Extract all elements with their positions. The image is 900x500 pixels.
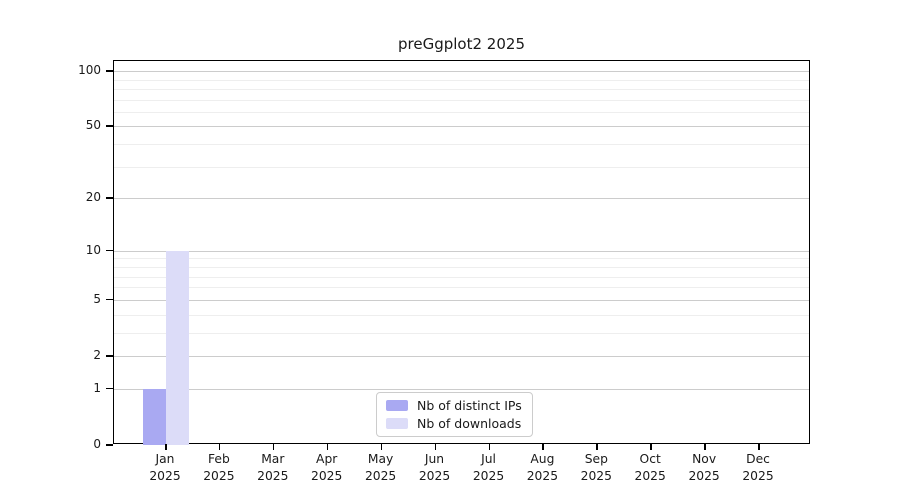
x-tick-year: 2025 [688, 469, 720, 483]
y-tick-mark-1 [106, 387, 113, 390]
gridline-minor-9 [114, 258, 809, 260]
y-tick-mark-10 [106, 249, 113, 252]
y-tick-label-10: 10 [85, 242, 101, 257]
y-tick-label-0: 0 [93, 437, 101, 451]
x-tick-year: 2025 [149, 469, 181, 483]
x-tick-mark-mar [272, 444, 275, 450]
legend-label-distinct-ips: Nb of distinct IPs [417, 398, 522, 413]
x-tick-month: Sep [584, 452, 608, 466]
gridline-major-100 [114, 71, 809, 72]
x-tick-mark-sep [596, 444, 598, 450]
gridline-minor-80 [114, 88, 809, 90]
x-tick-month: May [367, 452, 394, 466]
gridline-major-20 [114, 198, 809, 200]
gridline-minor-7 [114, 276, 809, 278]
gridline-minor-6 [114, 287, 809, 289]
x-tick-mark-aug [542, 444, 544, 450]
legend-item-downloads: Nb of downloads [386, 416, 522, 431]
x-tick-mark-jan [165, 444, 167, 450]
legend-swatch-downloads [386, 418, 408, 429]
gridline-minor-90 [114, 79, 809, 81]
chart-title: preGgplot2 2025 [398, 35, 525, 53]
y-tick-label-50: 50 [85, 118, 101, 133]
x-tick-month: Dec [746, 452, 770, 466]
x-tick-label-jul: Jul 2025 [459, 451, 519, 485]
x-tick-month: Aug [530, 452, 555, 466]
x-tick-year: 2025 [526, 469, 559, 483]
legend-item-distinct-ips: Nb of distinct IPs [386, 398, 522, 413]
plot-area: Nb of distinct IPs Nb of downloads [113, 60, 810, 445]
x-tick-mark-apr [326, 444, 329, 450]
gridline-minor-3 [114, 332, 809, 334]
x-tick-label-oct: Oct 2025 [620, 451, 680, 485]
y-tick-label-2: 2 [93, 348, 101, 362]
x-tick-year: 2025 [580, 469, 612, 483]
x-tick-year: 2025 [472, 469, 505, 483]
x-tick-month: Nov [692, 452, 717, 466]
gridline-minor-60 [114, 111, 809, 113]
legend-label-downloads: Nb of downloads [417, 416, 522, 431]
x-tick-label-apr: Apr 2025 [297, 451, 357, 485]
y-tick-mark-100 [106, 70, 113, 72]
x-tick-month: Oct [639, 452, 661, 466]
x-tick-month: Feb [208, 452, 230, 466]
x-tick-label-may: May 2025 [351, 451, 411, 485]
x-tick-year: 2025 [418, 469, 451, 483]
gridline-minor-70 [114, 99, 809, 101]
bar-distinct-ips-jan [143, 388, 166, 445]
x-tick-label-mar: Mar 2025 [243, 451, 303, 485]
x-tick-year: 2025 [634, 469, 666, 483]
gridline-major-2 [114, 356, 809, 357]
x-tick-mark-oct [650, 444, 652, 450]
gridline-major-1 [114, 388, 809, 390]
gridline-minor-40 [114, 144, 809, 146]
x-tick-mark-nov [704, 444, 706, 450]
y-tick-mark-2 [106, 355, 113, 357]
x-tick-mark-jun [434, 444, 436, 450]
x-tick-label-sep: Sep 2025 [566, 451, 626, 485]
y-tick-mark-50 [106, 125, 113, 127]
x-tick-month: Jun [424, 452, 445, 466]
y-tick-label-1: 1 [93, 380, 101, 395]
y-tick-mark-20 [106, 197, 113, 199]
x-tick-year: 2025 [257, 469, 289, 483]
x-tick-label-dec: Dec 2025 [728, 451, 788, 485]
x-tick-label-feb: Feb 2025 [189, 451, 249, 485]
x-tick-month: Mar [261, 452, 285, 466]
y-tick-label-5: 5 [93, 291, 101, 306]
x-tick-mark-jul [488, 444, 490, 450]
gridline-major-5 [114, 299, 809, 301]
x-tick-mark-feb [218, 444, 221, 450]
gridline-major-50 [114, 126, 809, 128]
x-tick-month: Jul [481, 452, 496, 466]
legend-swatch-distinct-ips [386, 400, 408, 411]
gridline-major-10 [114, 250, 809, 252]
gridline-minor-8 [114, 266, 809, 268]
legend: Nb of distinct IPs Nb of downloads [376, 392, 533, 437]
x-tick-label-nov: Nov 2025 [674, 451, 734, 485]
x-tick-year: 2025 [203, 469, 235, 483]
x-tick-label-jan: Jan 2025 [135, 451, 195, 485]
y-tick-mark-5 [106, 298, 113, 301]
y-tick-mark-0 [106, 444, 113, 446]
x-tick-mark-dec [758, 444, 760, 450]
x-tick-label-jun: Jun 2025 [405, 451, 465, 485]
x-tick-year: 2025 [742, 469, 774, 483]
x-tick-year: 2025 [364, 469, 397, 483]
x-tick-year: 2025 [311, 469, 343, 483]
y-tick-label-20: 20 [85, 190, 101, 205]
x-tick-month: Apr [316, 452, 338, 466]
x-tick-mark-may [380, 444, 383, 450]
bar-downloads-jan [166, 250, 189, 445]
gridline-minor-4 [114, 314, 809, 316]
x-tick-label-aug: Aug 2025 [512, 451, 572, 485]
x-tick-month: Jan [155, 452, 175, 466]
gridline-minor-30 [114, 166, 809, 168]
y-tick-label-100: 100 [78, 63, 101, 77]
